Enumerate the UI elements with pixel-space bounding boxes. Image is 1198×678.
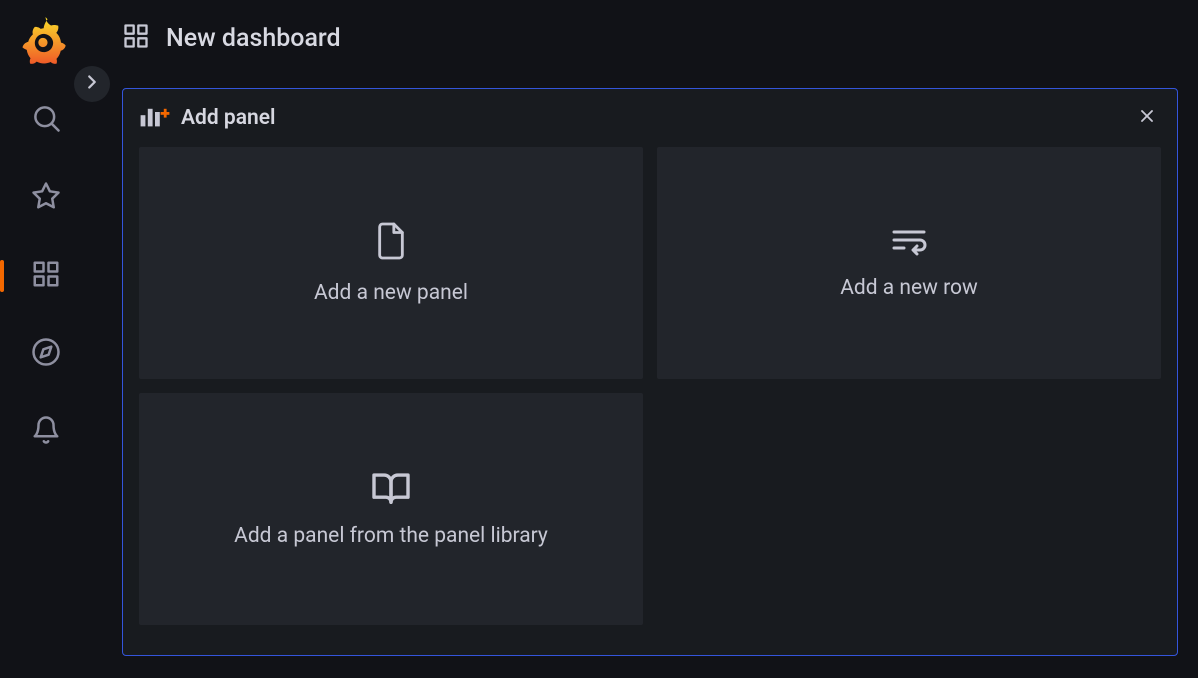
add-panel-icon (139, 103, 171, 133)
dashboards-breadcrumb-icon[interactable] (122, 22, 150, 54)
add-panel-title: Add panel (181, 106, 275, 130)
wrap-text-icon (890, 226, 928, 260)
sidebar-starred[interactable] (22, 174, 70, 222)
add-panel-container: Add panel Add a new panel (122, 88, 1178, 656)
sidebar (0, 0, 92, 678)
grafana-logo-icon[interactable] (20, 14, 72, 66)
close-button[interactable] (1137, 106, 1157, 130)
sidebar-alerting[interactable] (22, 408, 70, 456)
add-new-panel-button[interactable]: Add a new panel (139, 147, 643, 379)
add-panel-header: Add panel (123, 89, 1177, 147)
add-panel-from-library-label: Add a panel from the panel library (234, 524, 548, 548)
page-title: New dashboard (166, 24, 341, 53)
search-icon (31, 103, 61, 137)
close-icon (1137, 106, 1157, 130)
main-content: New dashboard Add panel (92, 0, 1198, 678)
add-panel-from-library-button[interactable]: Add a panel from the panel library (139, 393, 643, 625)
compass-icon (31, 337, 61, 371)
add-new-panel-label: Add a new panel (314, 281, 468, 305)
dashboards-icon (31, 259, 61, 293)
add-new-row-label: Add a new row (840, 276, 978, 300)
sidebar-expand-button[interactable] (74, 66, 110, 102)
chevron-right-icon (81, 71, 103, 97)
add-new-row-button[interactable]: Add a new row (657, 147, 1161, 379)
book-open-icon (370, 470, 412, 508)
topbar: New dashboard (92, 18, 1198, 58)
sidebar-explore[interactable] (22, 330, 70, 378)
file-icon (374, 221, 408, 265)
bell-icon (31, 415, 61, 449)
star-icon (31, 181, 61, 215)
sidebar-dashboards[interactable] (22, 252, 70, 300)
sidebar-search[interactable] (22, 96, 70, 144)
add-panel-options: Add a new panel Add a new row Add (123, 147, 1177, 641)
